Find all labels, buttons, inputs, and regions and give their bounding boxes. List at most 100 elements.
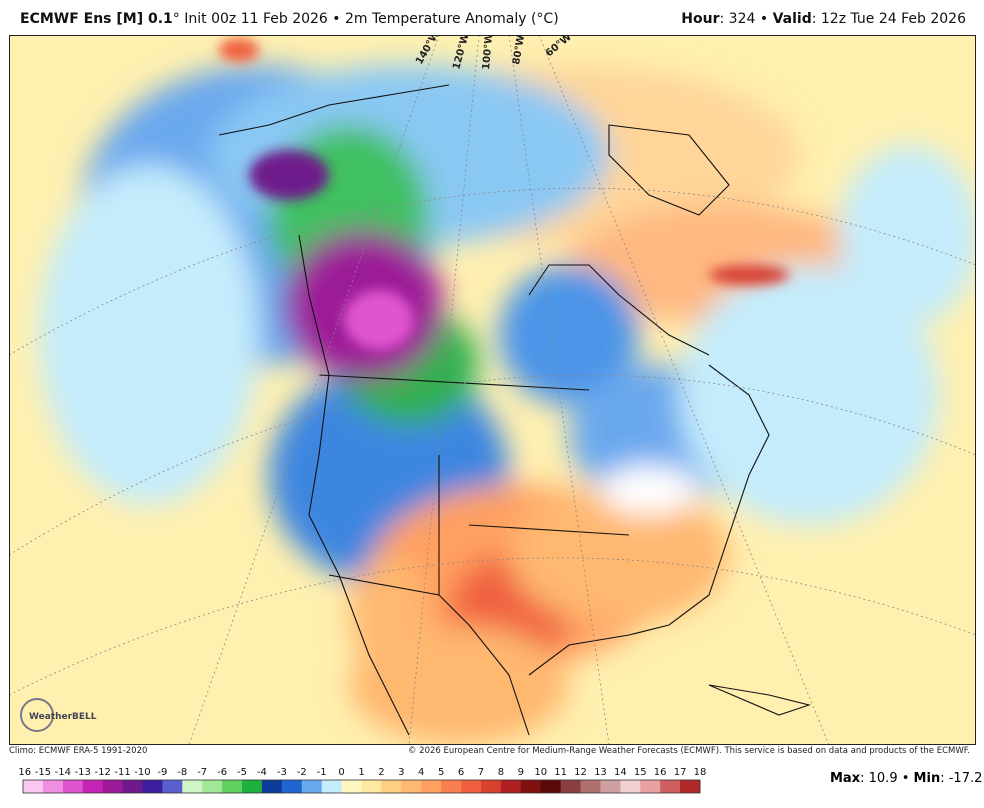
anomaly-field — [9, 35, 976, 745]
colorbar-tick-label: 13 — [594, 767, 607, 778]
bullet: • — [759, 11, 769, 27]
colorbar-tick-label: -8 — [177, 767, 187, 778]
sep: : — [860, 771, 865, 786]
colorbar-tick-label: -2 — [297, 767, 307, 778]
colorbar-segment — [261, 780, 283, 793]
colorbar-tick-label: 18 — [694, 767, 707, 778]
colorbar-tick-label: 6 — [458, 767, 464, 778]
logo-text: WeatherBELL — [29, 712, 97, 722]
colorbar-tick-label: -13 — [75, 767, 91, 778]
colorbar-tick-label: -7 — [197, 767, 207, 778]
colorbar-tick-label: -12 — [94, 767, 110, 778]
colorbar-tick-label: 15 — [634, 767, 647, 778]
hour: 324 — [728, 11, 756, 27]
colorbar-tick-label: 3 — [398, 767, 404, 778]
colorbar-segment — [321, 780, 343, 793]
colorbar-tick-label: -5 — [237, 767, 247, 778]
colorbar-tick-label: -3 — [277, 767, 287, 778]
colorbar-segment — [640, 780, 661, 793]
title-model: ECMWF Ens [M] 0.1 — [20, 11, 173, 27]
colorbar-tick-label: -4 — [257, 767, 267, 778]
min-value: -17.2 — [948, 771, 983, 786]
bullet: • — [901, 771, 910, 786]
colorbar-tick-label: 5 — [438, 767, 444, 778]
colorbar-tick-label: 4 — [418, 767, 424, 778]
colorbar-segment — [381, 780, 402, 793]
colorbar-tick-label: 11 — [554, 767, 567, 778]
colorbar-segment — [122, 780, 143, 793]
colorbar-frame — [22, 779, 701, 794]
colorbar-segment — [142, 780, 163, 793]
graticule — [9, 35, 976, 745]
colorbar-segment — [560, 780, 582, 793]
colorbar-segment — [620, 780, 641, 793]
title: ECMWF Ens [M] 0.1° Init 00z 11 Feb 2026 … — [20, 11, 559, 27]
colorbar-tick-label: -9 — [157, 767, 167, 778]
colorbar-tick-label: 14 — [614, 767, 627, 778]
colorbar-tick-label: 2 — [378, 767, 384, 778]
colorbar-tick-label: -10 — [134, 767, 150, 778]
title-desc: ° Init 00z 11 Feb 2026 • 2m Temperature … — [172, 11, 559, 27]
valid: 12z Tue 24 Feb 2026 — [820, 11, 966, 27]
colorbar: -16-15-14-13-12-11-10-9-8-7-6-5-4-3-2-10… — [18, 767, 707, 794]
colorbar-tick-label: 1 — [358, 767, 364, 778]
colorbar-segment — [480, 780, 502, 793]
colorbar-segment — [82, 780, 104, 793]
colorbar-segment — [341, 780, 362, 793]
sep: : — [940, 771, 945, 786]
min-label: Min — [913, 771, 941, 786]
colorbar-tick-label: -6 — [217, 767, 227, 778]
colorbar-segment — [42, 780, 64, 793]
colorbar-segment — [680, 780, 701, 793]
colorbar-tick-label: 7 — [478, 767, 484, 778]
coastlines — [218, 84, 811, 736]
copyright: © 2026 European Centre for Medium-Range … — [407, 746, 970, 756]
colorbar-segment — [162, 780, 183, 793]
colorbar-segment — [520, 780, 542, 793]
climo: Climo: ECMWF ERA-5 1991-2020 — [9, 746, 148, 756]
max-label: Max — [830, 771, 861, 786]
lon-label: 80°W — [511, 35, 527, 66]
colorbar-segment — [540, 780, 562, 793]
sep: : — [811, 11, 817, 27]
colorbar-segment — [242, 780, 263, 793]
map: 140°W 120°W 100°W 80°W 60°W WeatherBELL — [9, 35, 976, 745]
colorbar-segment — [361, 780, 382, 793]
colorbar-segment — [222, 780, 243, 793]
colorbar-tick-label: -1 — [317, 767, 327, 778]
colorbar-tick-label: -11 — [114, 767, 130, 778]
colorbar-tick-label: 16 — [654, 767, 667, 778]
colorbar-segment — [62, 780, 84, 793]
colorbar-tick-label: 8 — [498, 767, 504, 778]
colorbar-segment — [600, 780, 621, 793]
colorbar-segment — [281, 780, 303, 793]
colorbar-segment — [182, 780, 203, 793]
colorbar-segment — [580, 780, 601, 793]
max-min: Max: 10.9 • Min: -17.2 — [830, 771, 982, 786]
sep: : — [719, 11, 725, 27]
colorbar-tick-label: 10 — [534, 767, 547, 778]
colorbar-tick-label: -14 — [55, 767, 71, 778]
colorbar-segment — [301, 780, 323, 793]
colorbar-segment — [102, 780, 124, 793]
colorbar-segment — [421, 780, 442, 793]
max-value: 10.9 — [868, 771, 898, 786]
colorbar-segment — [660, 780, 681, 793]
colorbar-tick-label: -16 — [18, 767, 31, 778]
colorbar-segment — [500, 780, 522, 793]
colorbar-segment — [23, 780, 44, 793]
colorbar-segment — [401, 780, 422, 793]
colorbar-segment — [461, 780, 482, 793]
valid-label: Valid — [772, 11, 812, 27]
colorbar-tick-label: 12 — [574, 767, 587, 778]
valid-info: Hour: 324 • Valid: 12z Tue 24 Feb 2026 — [681, 11, 966, 27]
logo: WeatherBELL — [20, 698, 97, 732]
colorbar-segment — [202, 780, 223, 793]
colorbar-tick-label: 17 — [674, 767, 687, 778]
hour-label: Hour — [681, 11, 720, 27]
colorbar-tick-label: 0 — [338, 767, 344, 778]
colorbar-tick-label: 9 — [518, 767, 524, 778]
colorbar-segment — [441, 780, 462, 793]
